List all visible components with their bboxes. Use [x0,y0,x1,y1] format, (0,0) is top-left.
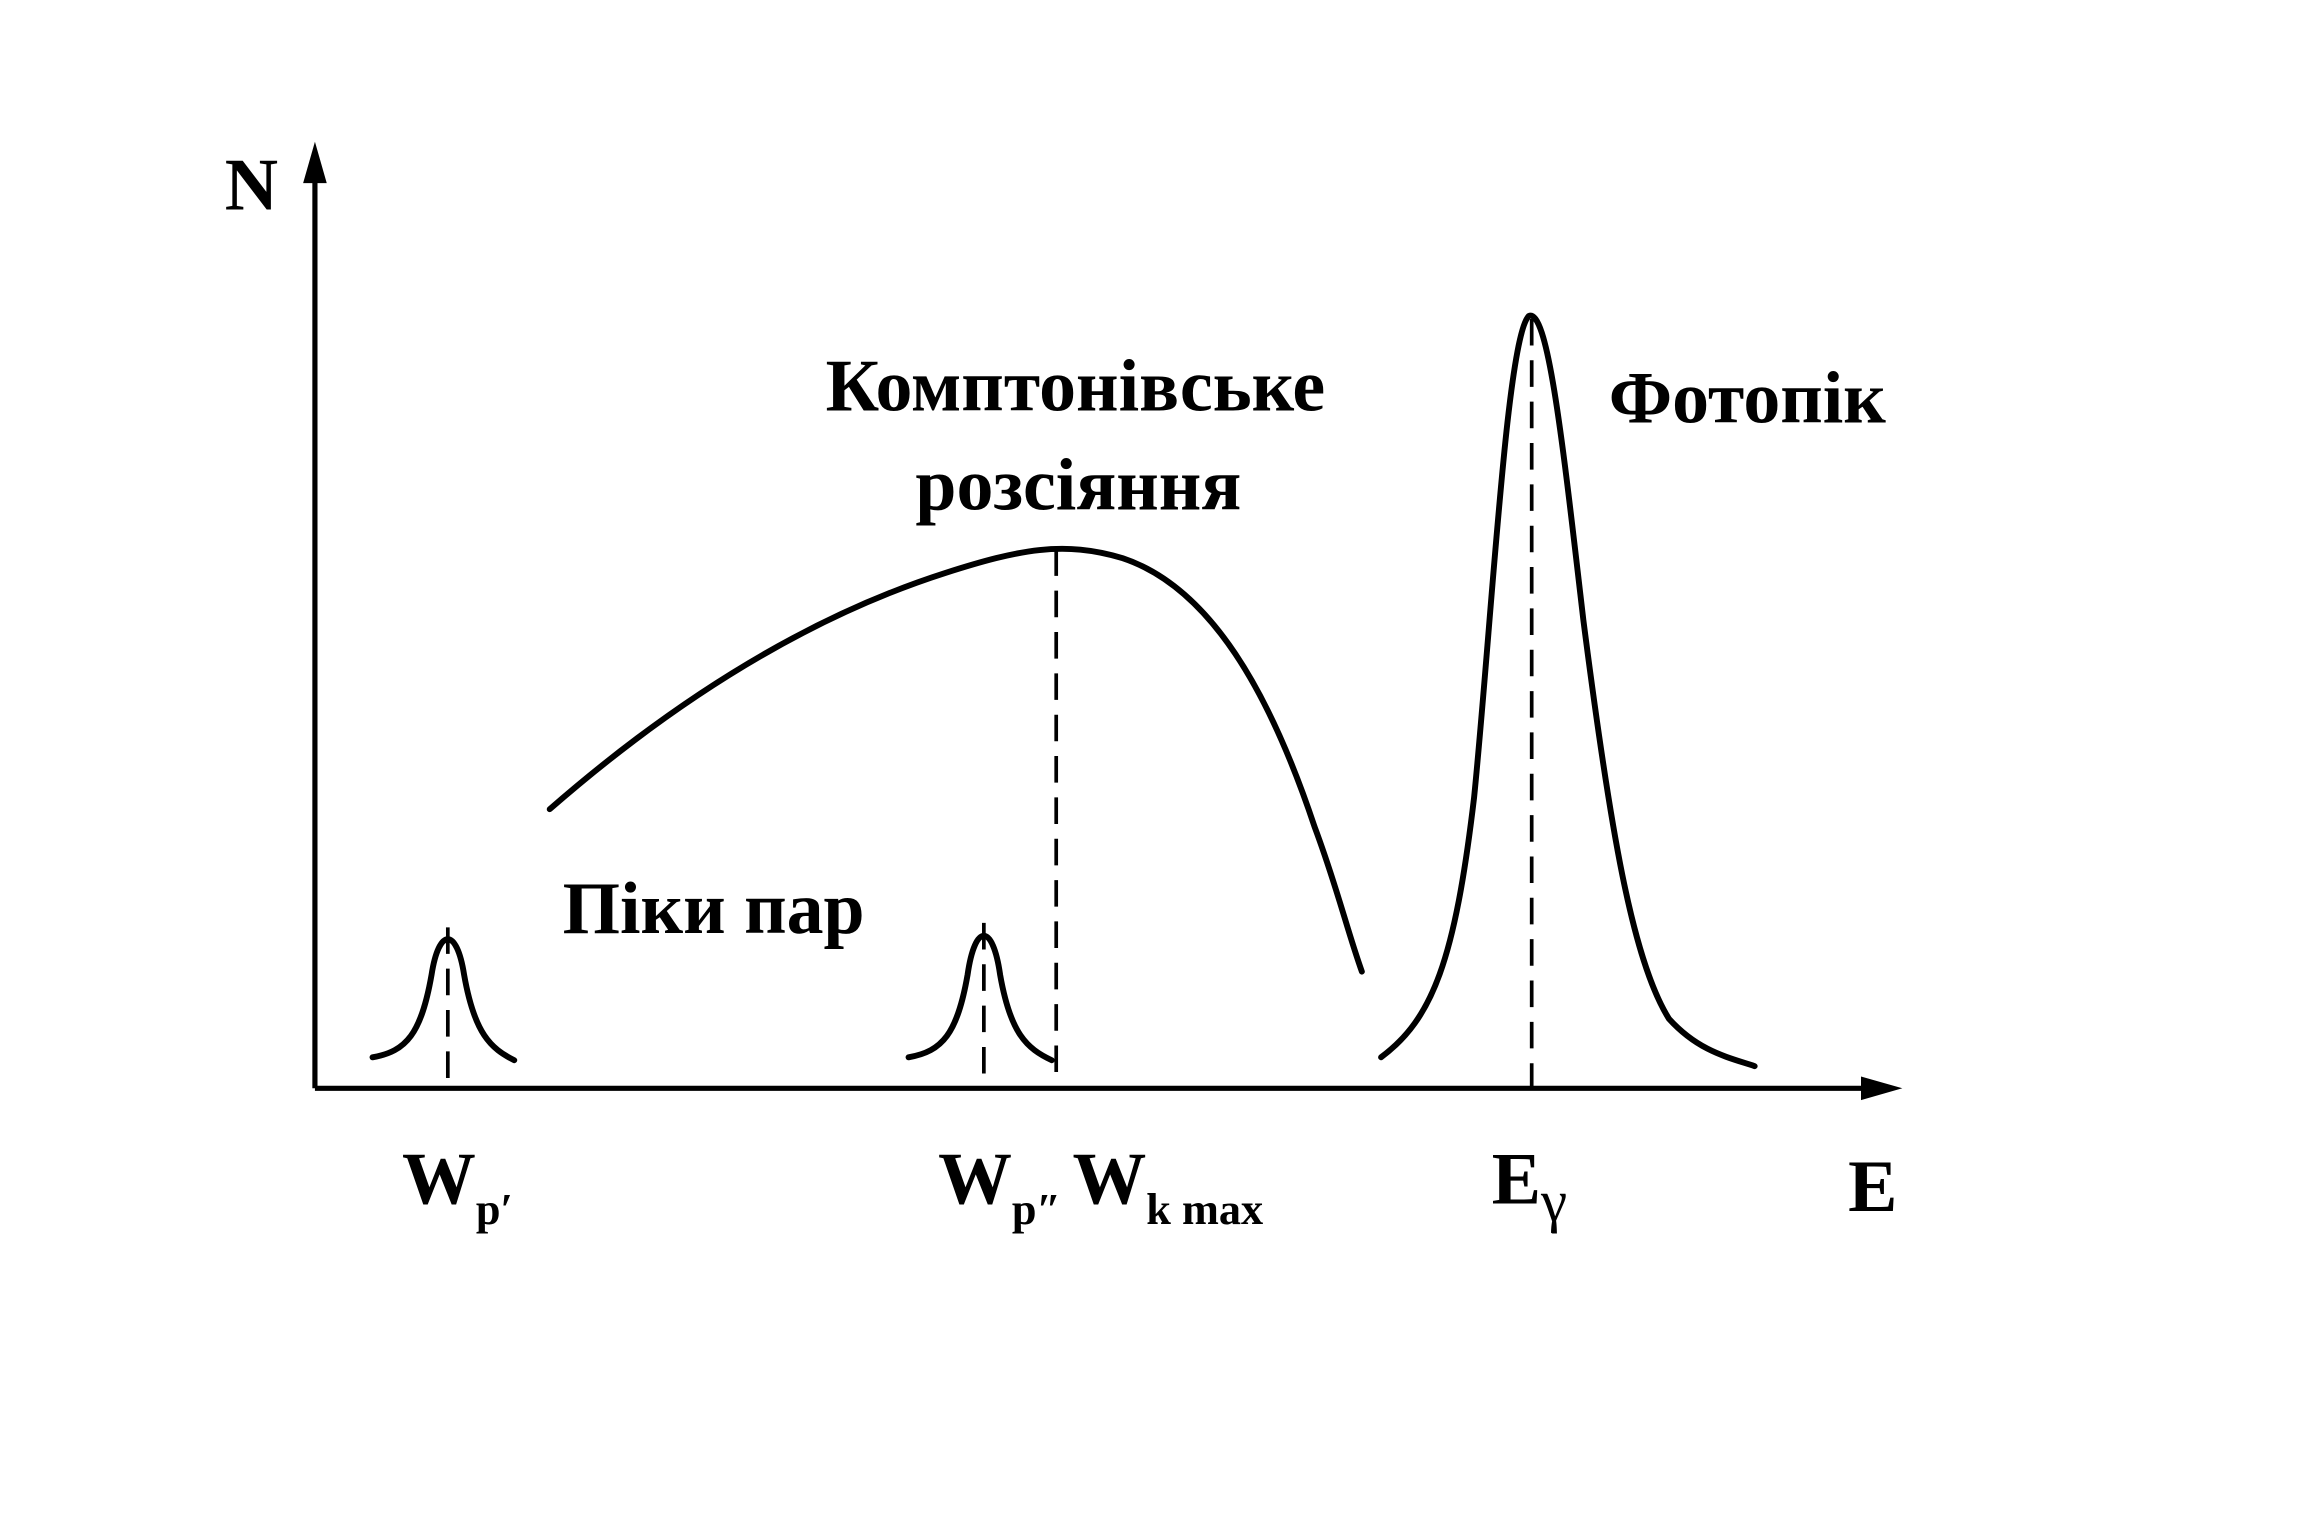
annotation: розсіяння [915,443,1241,525]
marker-main: W [402,1137,476,1219]
y-arrow [303,141,327,184]
x-arrow [1860,1076,1903,1101]
marker-main: W [938,1137,1012,1219]
annotation: Піки пар [563,867,865,949]
annotation: Комптонівське [826,345,1325,427]
marker-sub: p″ [1012,1185,1061,1234]
pair-peak-2 [905,932,1055,1064]
photopeak-curve [1378,312,1758,1070]
y-axis-label: N [225,144,278,226]
x-axis-label: E [1848,1145,1897,1227]
marker-label: Wp″ [938,1137,1061,1234]
marker-sub: p′ [476,1185,513,1234]
annotation: Фотопік [1609,356,1887,438]
pair-peak-1 [369,936,518,1064]
marker-label: Eγ [1492,1137,1567,1234]
marker-label: Wk max [1072,1137,1263,1234]
marker-label: Wp′ [402,1137,513,1234]
marker-main: W [1072,1137,1146,1219]
marker-sub: k max [1146,1185,1263,1234]
marker-main: E [1492,1137,1541,1219]
compton-curve [546,545,1365,975]
marker-sub: γ [1540,1168,1567,1234]
